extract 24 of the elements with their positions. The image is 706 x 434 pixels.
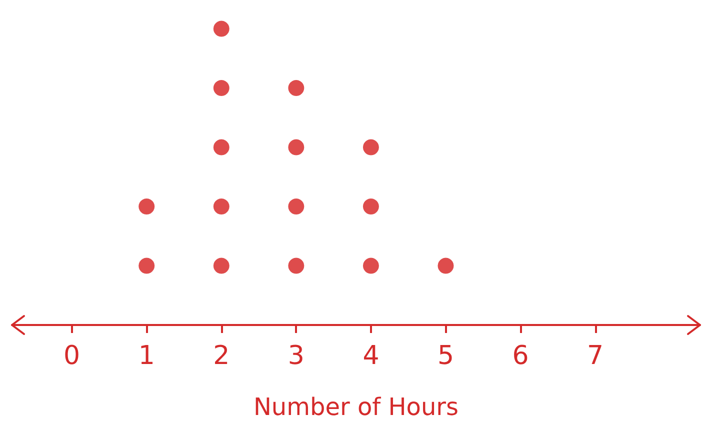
x-tick-label: 0: [64, 341, 80, 371]
point: [213, 80, 230, 96]
point: [362, 139, 379, 156]
x-tick-label: 7: [587, 341, 604, 371]
point: [288, 198, 304, 215]
x-tick-label: 5: [437, 341, 454, 371]
point: [438, 258, 454, 274]
x-tick-label: 6: [512, 341, 529, 371]
point: [362, 258, 379, 274]
point: [138, 198, 155, 215]
point: [288, 80, 304, 96]
point: [213, 198, 230, 215]
point: [213, 20, 230, 37]
point: [288, 139, 304, 156]
x-axis-title: Number of Hours: [253, 393, 459, 421]
x-tick-label: 2: [213, 341, 230, 371]
x-tick-label: 3: [288, 341, 304, 371]
point: [362, 198, 379, 215]
point: [213, 258, 230, 274]
x-tick-label: 4: [362, 341, 380, 371]
point: [213, 139, 230, 156]
x-tick-label: 1: [138, 341, 155, 371]
point: [288, 258, 304, 274]
point: [138, 258, 155, 274]
